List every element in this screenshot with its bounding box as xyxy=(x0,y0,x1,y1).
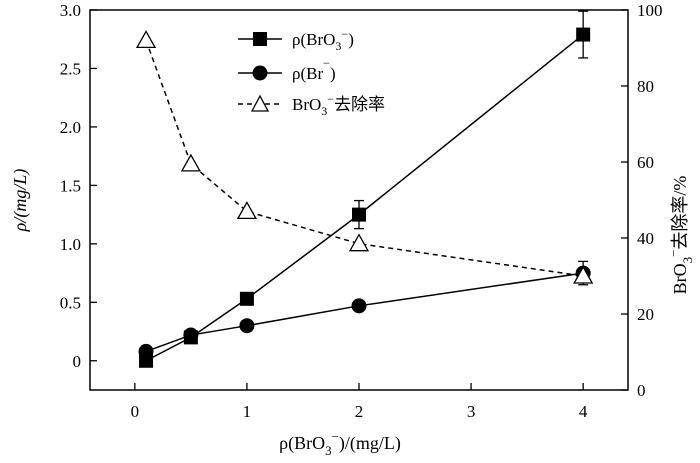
data-point-triangle xyxy=(573,265,594,284)
data-point-circle xyxy=(138,343,154,359)
y-left-tick-label: 3.0 xyxy=(60,1,81,20)
y-right-tick-label: 100 xyxy=(637,1,663,20)
y-right-tick-label: 0 xyxy=(637,381,646,400)
legend-entry-removal: BrO3−去除率 xyxy=(238,92,385,118)
data-point-square xyxy=(352,207,366,222)
x-axis-title: ρ(BrO3−)/(mg/L) xyxy=(279,429,401,458)
y-right-tick-label: 20 xyxy=(637,305,654,324)
x-tick-label: 2 xyxy=(355,402,364,421)
y-left-tick-label: 0 xyxy=(73,352,82,371)
legend-square-marker xyxy=(253,32,267,46)
legend: ρ(BrO3−) ρ(Br−) BrO3−去除率 xyxy=(238,27,385,118)
legend-label-br: ρ(Br−) xyxy=(292,56,336,83)
y-left-tick-label: 1.0 xyxy=(60,235,81,254)
x-tick-label: 3 xyxy=(467,402,476,421)
y-left-tick-label: 0.5 xyxy=(60,293,81,312)
y-axis-left-title: ρ/(mg/L) xyxy=(10,169,31,233)
series-circle xyxy=(138,260,591,359)
series-line-circle xyxy=(145,272,584,353)
y-right-tick-label: 60 xyxy=(637,153,654,172)
data-point-circle xyxy=(239,318,255,334)
data-point-square xyxy=(239,291,254,306)
data-point-triangle xyxy=(348,233,370,252)
x-tick-label: 4 xyxy=(579,402,588,421)
data-point-circle xyxy=(351,298,367,314)
y-right-tick-label: 80 xyxy=(637,77,654,96)
y-left-tick-label: 2.5 xyxy=(60,59,81,78)
data-point-square xyxy=(576,27,591,42)
legend-entry-br: ρ(Br−) xyxy=(238,56,336,83)
x-tick-label: 0 xyxy=(131,402,140,421)
data-point-triangle xyxy=(236,201,258,220)
series-line-triangle xyxy=(145,40,584,277)
data-point-circle xyxy=(183,327,199,343)
y-left-tick-label: 1.5 xyxy=(60,176,81,195)
y-right-tick-label: 40 xyxy=(637,229,654,248)
legend-entry-bro3: ρ(BrO3−) xyxy=(238,27,354,53)
y-left-tick-label: 2.0 xyxy=(60,118,81,137)
series-square xyxy=(139,10,591,368)
data-point-triangle xyxy=(180,153,201,172)
y-axis-right-title: BrO3−去除率/% xyxy=(666,176,695,295)
legend-triangle-marker xyxy=(250,94,270,112)
data-point-triangle xyxy=(135,30,157,49)
legend-circle-marker xyxy=(252,65,268,81)
series-line-square xyxy=(145,33,584,362)
series-triangle xyxy=(135,30,594,284)
x-tick-label: 1 xyxy=(243,402,252,421)
legend-label-removal: BrO3−去除率 xyxy=(292,92,385,118)
series-layer xyxy=(135,10,594,368)
legend-label-bro3: ρ(BrO3−) xyxy=(292,27,354,53)
